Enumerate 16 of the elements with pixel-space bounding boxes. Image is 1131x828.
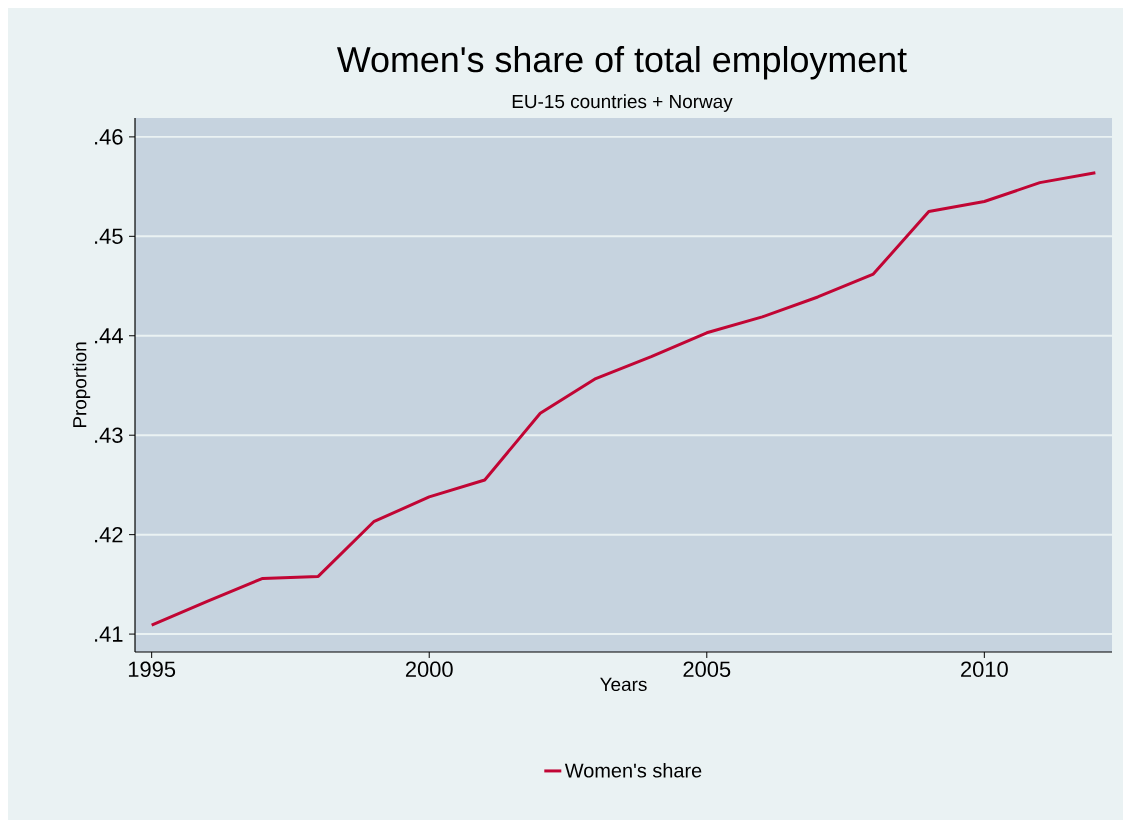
x-axis-title: Years xyxy=(600,677,647,692)
x-tick-label: 2005 xyxy=(683,661,731,678)
chart-subtitle: EU-15 countries + Norway xyxy=(512,94,733,112)
y-tick-label: .46 xyxy=(95,129,123,145)
y-tick-label: .45 xyxy=(95,228,123,244)
x-tick-label: 2000 xyxy=(405,661,453,678)
y-tick-label: .43 xyxy=(95,427,123,443)
y-tick-label: .44 xyxy=(95,328,123,344)
chart-title: Women's share of total employment xyxy=(337,46,907,80)
legend-label: Women's share xyxy=(564,762,702,778)
y-tick-label: .41 xyxy=(95,626,123,642)
line-series xyxy=(150,171,1097,627)
y-tick-label: .42 xyxy=(95,526,123,543)
x-tick-label: 1995 xyxy=(128,661,176,678)
y-axis-title: Proportion xyxy=(72,342,91,428)
x-tick-label: 2010 xyxy=(961,661,1008,678)
